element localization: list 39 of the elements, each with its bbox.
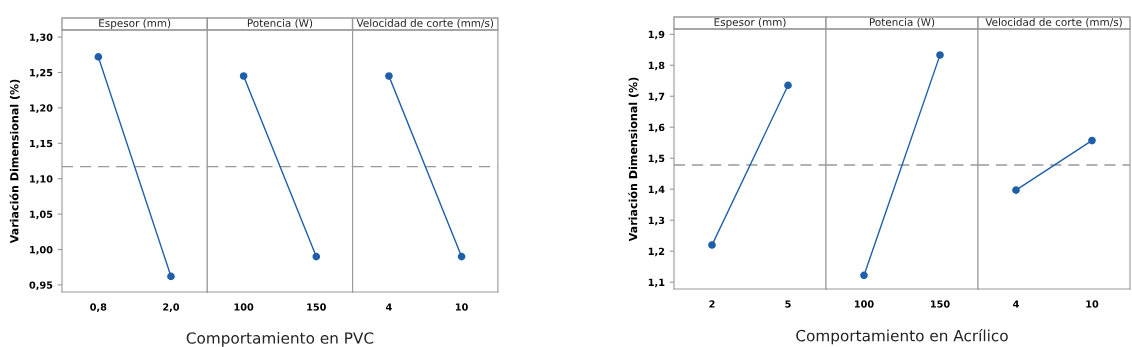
x-tick-label: 10: [455, 303, 468, 311]
y-tick-label: 0,95: [29, 281, 53, 290]
x-tick-label: 100: [854, 300, 874, 308]
x-axis-title: Comportamiento en PVC: [186, 331, 374, 347]
y-tick-label: 1,30: [30, 33, 53, 43]
x-tick-label: 150: [307, 303, 326, 311]
x-tick-label: 0,8: [90, 303, 107, 312]
y-tick-label: 1,7: [648, 92, 665, 102]
y-tick-label: 1,1: [648, 278, 665, 288]
x-tick-label: 2: [709, 300, 715, 308]
y-tick-label: 1,3: [648, 216, 665, 226]
x-tick-label: 100: [234, 303, 254, 311]
x-tick-label: 4: [385, 303, 392, 311]
chart-title: Potencia (W): [869, 17, 935, 28]
y-tick-label: 1,4: [648, 185, 665, 195]
y-axis-title: Variación Dimensional (%): [9, 79, 20, 244]
y-tick-label: 1,9: [648, 30, 665, 40]
chart-title: Espesor (mm): [99, 18, 171, 30]
y-tick-label: 1,00: [30, 245, 53, 255]
y-tick-label: 1,05: [30, 210, 53, 220]
y-tick-label: 1,6: [648, 123, 665, 133]
y-tick-label: 1,20: [30, 104, 53, 113]
y-tick-label: 1,5: [648, 154, 665, 164]
chart-title: Velocidad de corte (mm/s): [356, 18, 494, 29]
x-tick-label: 10: [1086, 300, 1099, 308]
x-axis-title: Comportamiento en Acrílico: [796, 328, 1008, 345]
y-tick-label: 1,25: [30, 68, 53, 78]
x-tick-label: 150: [930, 300, 950, 308]
y-tick-label: 1,15: [30, 139, 53, 149]
y-axis-title: Variación Dimensional (%): [628, 77, 639, 242]
chart-title: Potencia (W): [247, 18, 313, 29]
y-tick-label: 1,10: [30, 175, 53, 184]
x-tick-label: 2,0: [163, 303, 180, 312]
y-tick-label: 1,8: [648, 61, 665, 71]
y-tick-label: 1,2: [648, 247, 665, 257]
chart-title: Velocidad de corte (mm/s): [985, 17, 1122, 28]
x-tick-label: 5: [785, 300, 791, 308]
chart-title: Espesor (mm): [714, 17, 786, 29]
x-tick-label: 4: [1013, 300, 1019, 308]
